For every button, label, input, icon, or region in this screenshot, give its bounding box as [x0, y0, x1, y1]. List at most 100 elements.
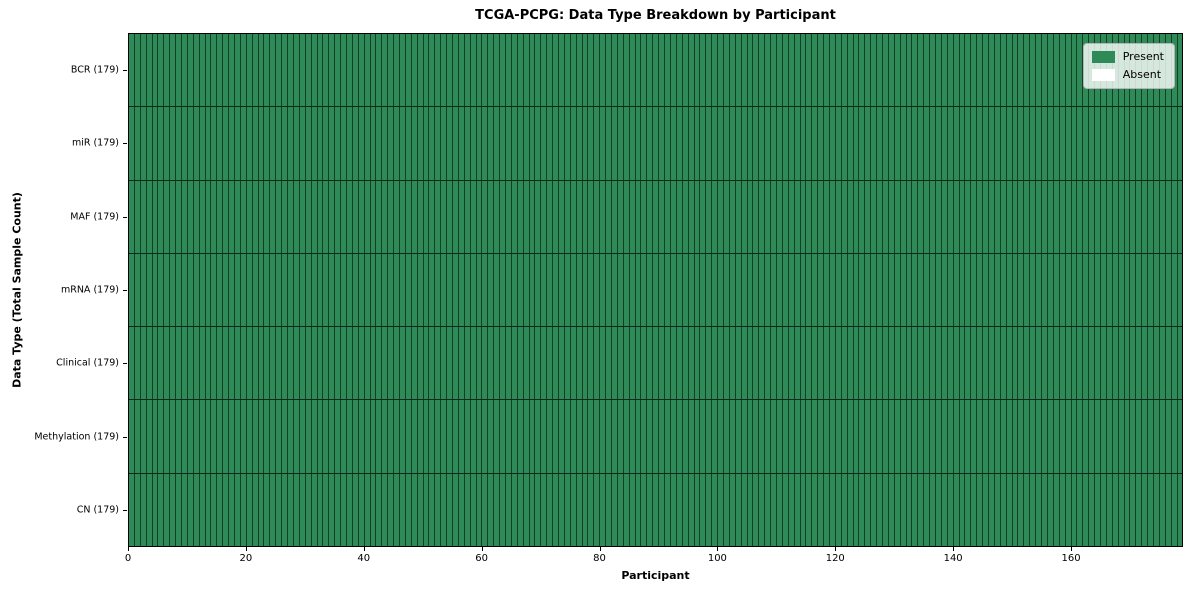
heatmap-cell — [158, 473, 165, 546]
heatmap-cell — [346, 473, 353, 546]
heatmap-cell — [382, 473, 389, 546]
heatmap-cell — [246, 180, 253, 253]
heatmap-cell — [152, 180, 159, 253]
heatmap-cell — [547, 34, 554, 107]
heatmap-cell — [205, 34, 212, 107]
heatmap-cell — [1018, 34, 1025, 107]
heatmap-cell — [523, 180, 530, 253]
heatmap-cell — [488, 473, 495, 546]
chart-title: TCGA-PCPG: Data Type Breakdown by Partic… — [475, 8, 836, 23]
heatmap-cell — [458, 400, 465, 473]
heatmap-cell — [617, 180, 624, 253]
heatmap-cell — [918, 253, 925, 327]
heatmap-cell — [576, 34, 583, 107]
heatmap-cell — [199, 34, 206, 107]
heatmap-cell — [317, 34, 324, 107]
heatmap-cell — [394, 400, 400, 473]
heatmap-cell — [346, 180, 353, 253]
heatmap-cell — [600, 327, 607, 400]
heatmap-cell — [394, 180, 400, 253]
heatmap-cell — [877, 253, 883, 327]
heatmap-cell — [629, 473, 636, 546]
heatmap-cell — [718, 400, 724, 473]
heatmap-cell — [1153, 107, 1160, 180]
heatmap-cell — [723, 327, 730, 400]
heatmap-cell — [859, 180, 866, 253]
heatmap-cell — [859, 400, 866, 473]
heatmap-cell — [894, 107, 901, 180]
heatmap-cell — [1177, 34, 1183, 107]
heatmap-cell — [323, 107, 330, 180]
heatmap-cell — [847, 253, 854, 327]
heatmap-cell — [871, 34, 878, 107]
heatmap-cell — [994, 180, 1001, 253]
heatmap-cell — [788, 473, 795, 546]
heatmap-cell — [458, 473, 465, 546]
heatmap-cell — [635, 107, 642, 180]
heatmap-cell — [129, 400, 135, 473]
y-tick-mark — [123, 436, 127, 438]
heatmap-cell — [288, 107, 294, 180]
heatmap-cell — [388, 400, 395, 473]
heatmap-cell — [170, 253, 177, 327]
heatmap-cell — [476, 327, 483, 400]
heatmap-cell — [729, 400, 736, 473]
heatmap-cell — [629, 253, 636, 327]
heatmap-cell — [311, 327, 318, 400]
heatmap-cell — [930, 327, 937, 400]
heatmap-cell — [788, 107, 795, 180]
heatmap-cell — [741, 473, 748, 546]
heatmap-cell — [564, 253, 571, 327]
heatmap-cell — [641, 34, 648, 107]
heatmap-cell — [647, 107, 654, 180]
heatmap-cell — [606, 180, 613, 253]
heatmap-cell — [735, 327, 742, 400]
heatmap-cell — [682, 34, 689, 107]
heatmap-cell — [1159, 180, 1166, 253]
heatmap-cell — [1095, 327, 1101, 400]
heatmap-cell — [282, 473, 289, 546]
heatmap-cell — [564, 107, 571, 180]
heatmap-cell — [435, 107, 442, 180]
heatmap-cell — [994, 327, 1001, 400]
heatmap-cell — [1100, 107, 1107, 180]
heatmap-cell — [824, 180, 830, 253]
heatmap-cell — [623, 473, 630, 546]
legend-item-absent: Absent — [1091, 69, 1164, 81]
heatmap-cell — [323, 34, 330, 107]
heatmap-cell — [317, 253, 324, 327]
heatmap-cell — [765, 473, 772, 546]
heatmap-cell — [941, 34, 948, 107]
heatmap-cell — [170, 327, 177, 400]
heatmap-cell — [676, 327, 683, 400]
heatmap-cell — [1159, 253, 1166, 327]
heatmap-cell — [594, 327, 601, 400]
heatmap-cell — [906, 253, 913, 327]
heatmap-cell — [358, 253, 365, 327]
x-tick-mark — [953, 547, 955, 551]
heatmap-cell — [806, 107, 813, 180]
heatmap-cell — [376, 253, 383, 327]
heatmap-cell — [694, 107, 701, 180]
heatmap-cell — [235, 400, 241, 473]
heatmap-cell — [482, 400, 489, 473]
heatmap-cell — [305, 327, 312, 400]
heatmap-cell — [800, 473, 807, 546]
heatmap-cell — [894, 34, 901, 107]
heatmap-cell — [1100, 327, 1107, 400]
heatmap-cell — [211, 34, 218, 107]
heatmap-cell — [883, 473, 889, 546]
heatmap-cell — [877, 400, 883, 473]
heatmap-cell — [376, 180, 383, 253]
heatmap-cell — [782, 400, 789, 473]
heatmap-cell — [1124, 253, 1131, 327]
x-tick-mark — [1071, 547, 1073, 551]
heatmap-cell — [983, 400, 990, 473]
heatmap-cell — [735, 400, 742, 473]
heatmap-cell — [900, 400, 907, 473]
heatmap-cell — [694, 34, 701, 107]
heatmap-cell — [765, 180, 772, 253]
heatmap-cell — [659, 327, 666, 400]
heatmap-cell — [447, 473, 453, 546]
